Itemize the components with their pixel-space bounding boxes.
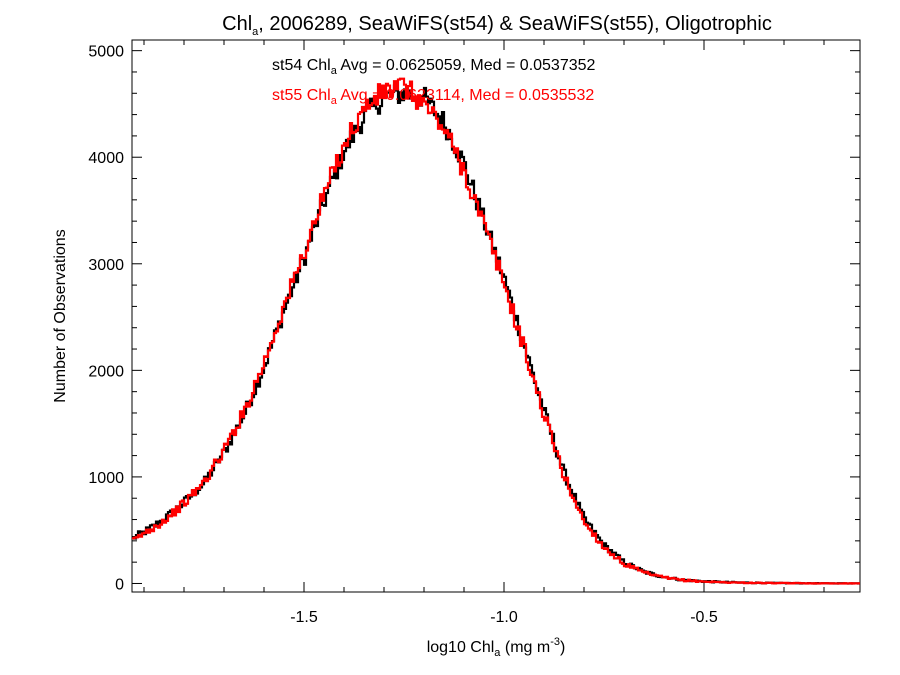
annotation-st54: st54 Chla Avg = 0.0625059, Med = 0.05373… [272,57,596,77]
title-post: , 2006289, SeaWiFS(st54) & SeaWiFS(st55)… [258,13,772,35]
chart-title: Chla, 2006289, SeaWiFS(st54) & SeaWiFS(s… [222,13,772,38]
x-tick-label: -1.0 [490,609,518,626]
title-sub: a [252,26,259,38]
y-tick-label: 4000 [88,150,124,167]
y-tick-label: 0 [115,576,124,593]
annotation-st54-post: Avg = 0.0625059, Med = 0.0537352 [337,57,596,74]
plot-frame [131,39,861,593]
x-tick-label: -1.5 [290,609,318,626]
y-tick-label: 1000 [88,470,124,487]
xlabel-pre: log10 Chl [427,639,495,656]
annotation-st55-sub: a [331,95,338,107]
series-layer [132,77,860,585]
y-tick-label: 3000 [88,257,124,274]
annotation-st55: st55 Chla Avg = 0.0623114, Med = 0.05355… [272,87,594,107]
annotation-st54-pre: st54 Chl [272,57,331,74]
series-line-st55 [132,77,860,585]
y-axis: 0 1000 2000 3000 4000 5000 [88,44,860,593]
xlabel-sup: -3 [550,636,560,648]
y-axis-title: Number of Observations [52,229,69,402]
y-tick-label: 5000 [88,44,124,61]
x-axis-title: log10 Chla (mg m-3) [427,636,566,659]
x-tick-label: -0.5 [690,609,718,626]
xlabel-sub: a [494,647,501,659]
annotation-st54-sub: a [331,65,338,77]
annotation-st55-pre: st55 Chl [272,87,331,104]
annotation-st55-post: Avg = 0.0623114, Med = 0.0535532 [337,87,595,104]
xlabel-mid: (mg m [500,639,550,656]
xlabel-post: ) [560,639,565,656]
y-tick-label: 2000 [88,363,124,380]
title-pre: Chl [222,13,252,35]
series-line-st54 [132,84,860,585]
x-axis: -1.5 -1.0 -0.5 [143,40,825,626]
